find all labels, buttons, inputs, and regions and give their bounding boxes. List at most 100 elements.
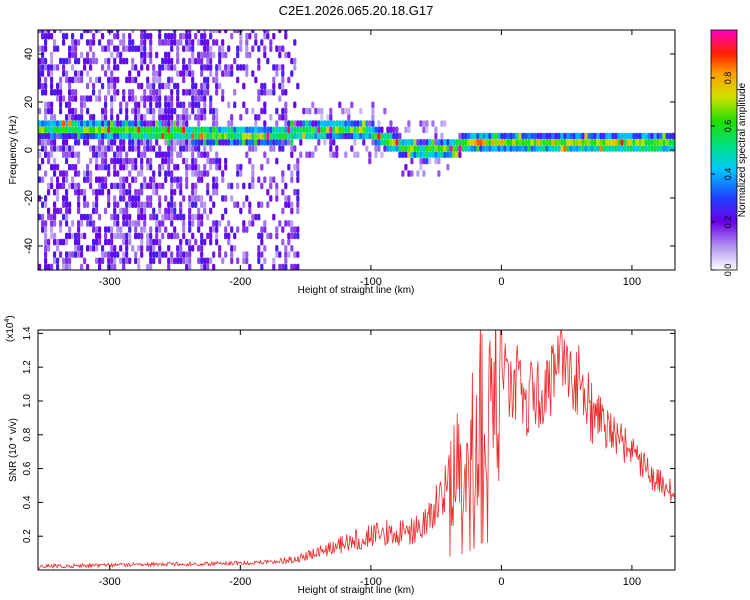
spectrogram-cell — [239, 132, 243, 140]
spectrogram-cell — [524, 145, 528, 152]
spectrogram-cell — [203, 238, 207, 246]
spectrogram-cell — [44, 170, 48, 177]
spectrogram-cell — [641, 132, 645, 140]
spectrogram-cell — [119, 151, 123, 158]
spectrogram-cell — [77, 157, 81, 165]
spectrogram-cell — [218, 45, 222, 52]
spectrogram-cell — [221, 51, 225, 59]
spectrogram-cell — [464, 145, 468, 152]
spectrogram-cell — [125, 188, 129, 196]
spectrogram-cell — [212, 30, 216, 34]
spectrogram-cell — [263, 89, 267, 96]
spectrogram-cell — [80, 188, 84, 196]
spectrogram-cell — [137, 101, 141, 109]
spectrogram-cell — [146, 95, 150, 102]
spectrogram-cell — [149, 201, 153, 208]
spectrogram-cell — [290, 226, 294, 233]
spectrogram-cell — [158, 89, 162, 96]
spectrogram-cell — [56, 64, 60, 71]
spectrogram-cell — [77, 120, 81, 127]
spectrogram-cell — [404, 139, 408, 146]
spectrogram-cell — [257, 95, 261, 102]
spectrogram-cell — [206, 45, 210, 52]
spectrogram-cell — [293, 120, 297, 127]
spectrogram-cell — [119, 257, 123, 265]
spectrogram-cell — [122, 232, 126, 240]
spectrogram-cell — [212, 251, 216, 258]
spectrogram-cell — [170, 220, 174, 227]
spectrogram-cell — [284, 107, 288, 115]
spectrogram-cell — [158, 220, 162, 227]
spectrogram-cell — [131, 157, 135, 165]
spectrogram-cell — [140, 201, 144, 208]
spectrogram-cell — [185, 30, 189, 34]
spectrogram-cell — [188, 57, 192, 65]
spectrogram-cell — [65, 201, 69, 208]
spectrogram-cell — [170, 57, 174, 65]
spectrogram-cell — [281, 76, 285, 84]
spectrogram-cell — [212, 126, 216, 134]
spectrogram-cell — [56, 82, 60, 90]
spectrogram-cell — [149, 95, 153, 102]
spectrogram-cell — [485, 132, 489, 140]
spectrogram-cell — [176, 82, 180, 90]
spectrogram-cell — [251, 139, 255, 146]
spectrogram-cell — [89, 170, 93, 177]
spectrogram-cell — [236, 51, 240, 59]
spectrogram-cell — [140, 151, 144, 158]
spectrogram-cell — [116, 45, 120, 52]
spectrogram-cell — [566, 145, 570, 152]
spectrogram-cell — [80, 107, 84, 115]
spectrogram-cell — [320, 126, 324, 134]
spectrogram-cell — [326, 114, 330, 121]
spectrogram-cell — [599, 139, 603, 146]
spectrogram-cell — [347, 120, 351, 127]
spectrogram-cell — [170, 101, 174, 109]
spectrogram-cell — [125, 101, 129, 109]
spectrogram-cell — [119, 157, 123, 165]
spectrogram-cell — [68, 145, 72, 152]
spectrogram-cell — [455, 139, 459, 146]
spectrogram-cell — [254, 126, 258, 134]
x-tick-label: -200 — [229, 576, 251, 588]
spectrogram-cell — [494, 139, 498, 146]
spectrogram-cell — [95, 76, 99, 84]
spectrogram-cell — [389, 126, 393, 134]
spectrogram-cell — [149, 195, 153, 202]
spectrogram-cell — [278, 114, 282, 121]
spectrogram-cell — [56, 89, 60, 96]
spectrogram-cell — [272, 126, 276, 134]
spectrogram-cell — [176, 163, 180, 171]
spectrogram-cell — [158, 126, 162, 134]
spectrogram-cell — [170, 188, 174, 196]
spectrogram-cell — [329, 145, 333, 152]
spectrogram-cell — [44, 107, 48, 115]
spectrogram-cell — [263, 51, 267, 59]
spectrogram-cell — [158, 251, 162, 258]
spectrogram-cell — [89, 132, 93, 140]
spectrogram-cell — [419, 151, 423, 158]
spectrogram-cell — [206, 82, 210, 90]
spectrogram-cell — [263, 176, 267, 183]
y-tick-label: 0 — [23, 147, 35, 153]
spectrogram-cell — [197, 151, 201, 158]
spectrogram-cell — [377, 145, 381, 152]
spectrogram-cell — [170, 195, 174, 202]
spectrogram-cell — [458, 132, 462, 140]
spectrogram-cell — [122, 251, 126, 258]
spectrogram-cell — [221, 39, 225, 46]
spectrogram-cell — [71, 176, 75, 183]
spectrogram-cell — [557, 139, 561, 146]
spectrogram-cell — [176, 213, 180, 221]
spectrogram-cell — [212, 220, 216, 227]
spectrogram-cell — [167, 95, 171, 102]
spectrogram-cell — [287, 251, 291, 258]
spectrogram-cell — [155, 238, 159, 246]
spectrogram-cell — [47, 139, 51, 146]
spectrogram-cell — [191, 89, 195, 96]
spectrogram-cell — [362, 139, 366, 146]
spectrogram-cell — [596, 132, 600, 140]
spectrogram-cell — [128, 226, 132, 233]
spectrogram-cell — [44, 114, 48, 121]
spectrogram-cell — [221, 89, 225, 96]
